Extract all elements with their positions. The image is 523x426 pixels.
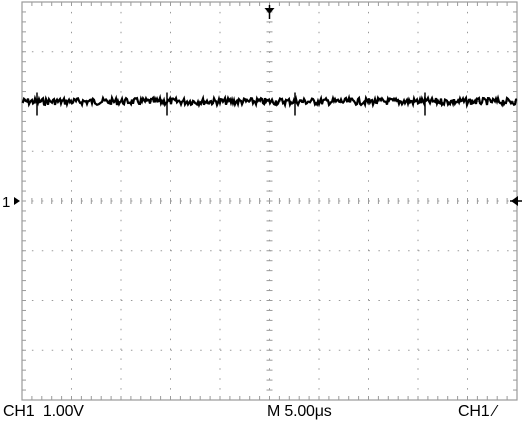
ch1-trace — [21, 92, 518, 116]
trigger-slope-icon: ∕ — [493, 403, 497, 420]
trigger-source: CH1 — [458, 403, 490, 420]
trigger-readout: CH1 ∕ — [458, 402, 496, 422]
ch1-ground-marker-label: 1 — [2, 194, 10, 211]
ch1-scale-readout: CH1 1.00V — [3, 402, 84, 422]
timebase-value: M 5.00μs — [267, 403, 332, 420]
ch1-trace-line — [21, 93, 518, 110]
timebase-readout: M 5.00μs — [267, 402, 332, 422]
ch1-scale-channel: CH1 — [3, 403, 35, 420]
ch1-scale-value: 1.00V — [42, 403, 84, 420]
graticule — [21, 1, 518, 401]
markers — [14, 5, 522, 206]
ch1-ground-arrow-icon — [14, 197, 20, 205]
